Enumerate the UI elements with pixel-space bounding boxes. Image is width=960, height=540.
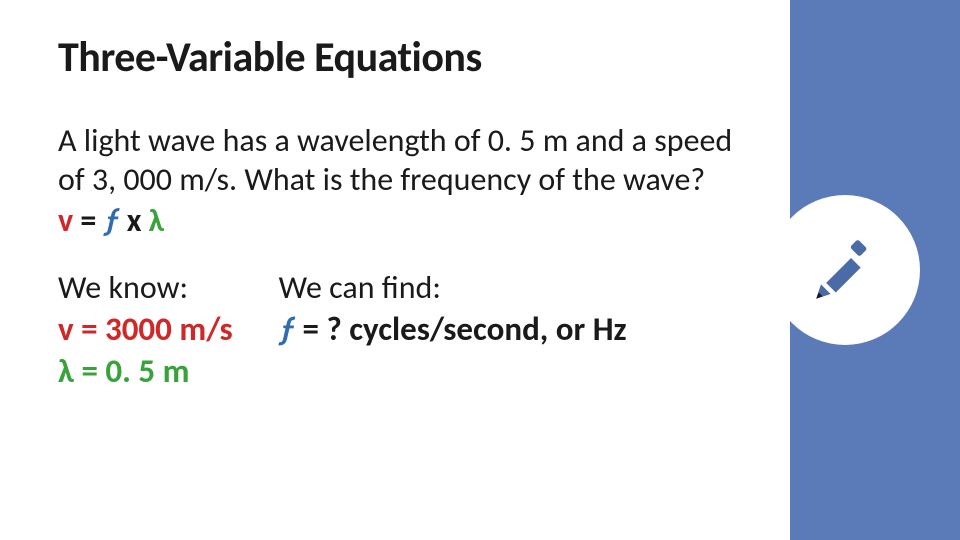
known-lambda-value: = 0. 5 m — [74, 351, 189, 391]
problem-text: A light wave has a wavelength of 0. 5 m … — [58, 121, 738, 199]
formula-times: x — [119, 201, 148, 240]
we-know-header: We know: — [58, 268, 233, 307]
pencil-badge — [770, 195, 920, 345]
known-lambda: λ = 0. 5 m — [58, 351, 233, 391]
we-know-col: We know: v = 3000 m/s λ = 0. 5 m — [58, 268, 233, 393]
formula-v: v — [58, 201, 73, 240]
we-find-col: We can find: ƒ = ? cycles/second, or Hz — [279, 268, 627, 351]
formula-f: ƒ — [104, 201, 120, 240]
find-f: ƒ = ? cycles/second, or Hz — [279, 309, 627, 349]
slide-title: Three-Variable Equations — [58, 32, 760, 83]
find-f-symbol: ƒ — [279, 309, 295, 349]
we-find-header: We can find: — [279, 268, 627, 307]
formula: v = ƒ x λ — [58, 201, 760, 240]
slide-content: Three-Variable Equations A light wave ha… — [0, 0, 760, 540]
known-v-value: = 3000 m/s — [74, 309, 233, 349]
find-f-rest: = ? cycles/second, or Hz — [295, 309, 627, 349]
formula-eq: = — [73, 201, 103, 240]
formula-lambda: λ — [149, 201, 165, 240]
knowns-row: We know: v = 3000 m/s λ = 0. 5 m We can … — [58, 268, 760, 393]
known-v: v = 3000 m/s — [58, 309, 233, 349]
known-lambda-symbol: λ — [58, 351, 74, 391]
pencil-icon — [805, 230, 885, 310]
known-v-symbol: v — [58, 309, 74, 349]
